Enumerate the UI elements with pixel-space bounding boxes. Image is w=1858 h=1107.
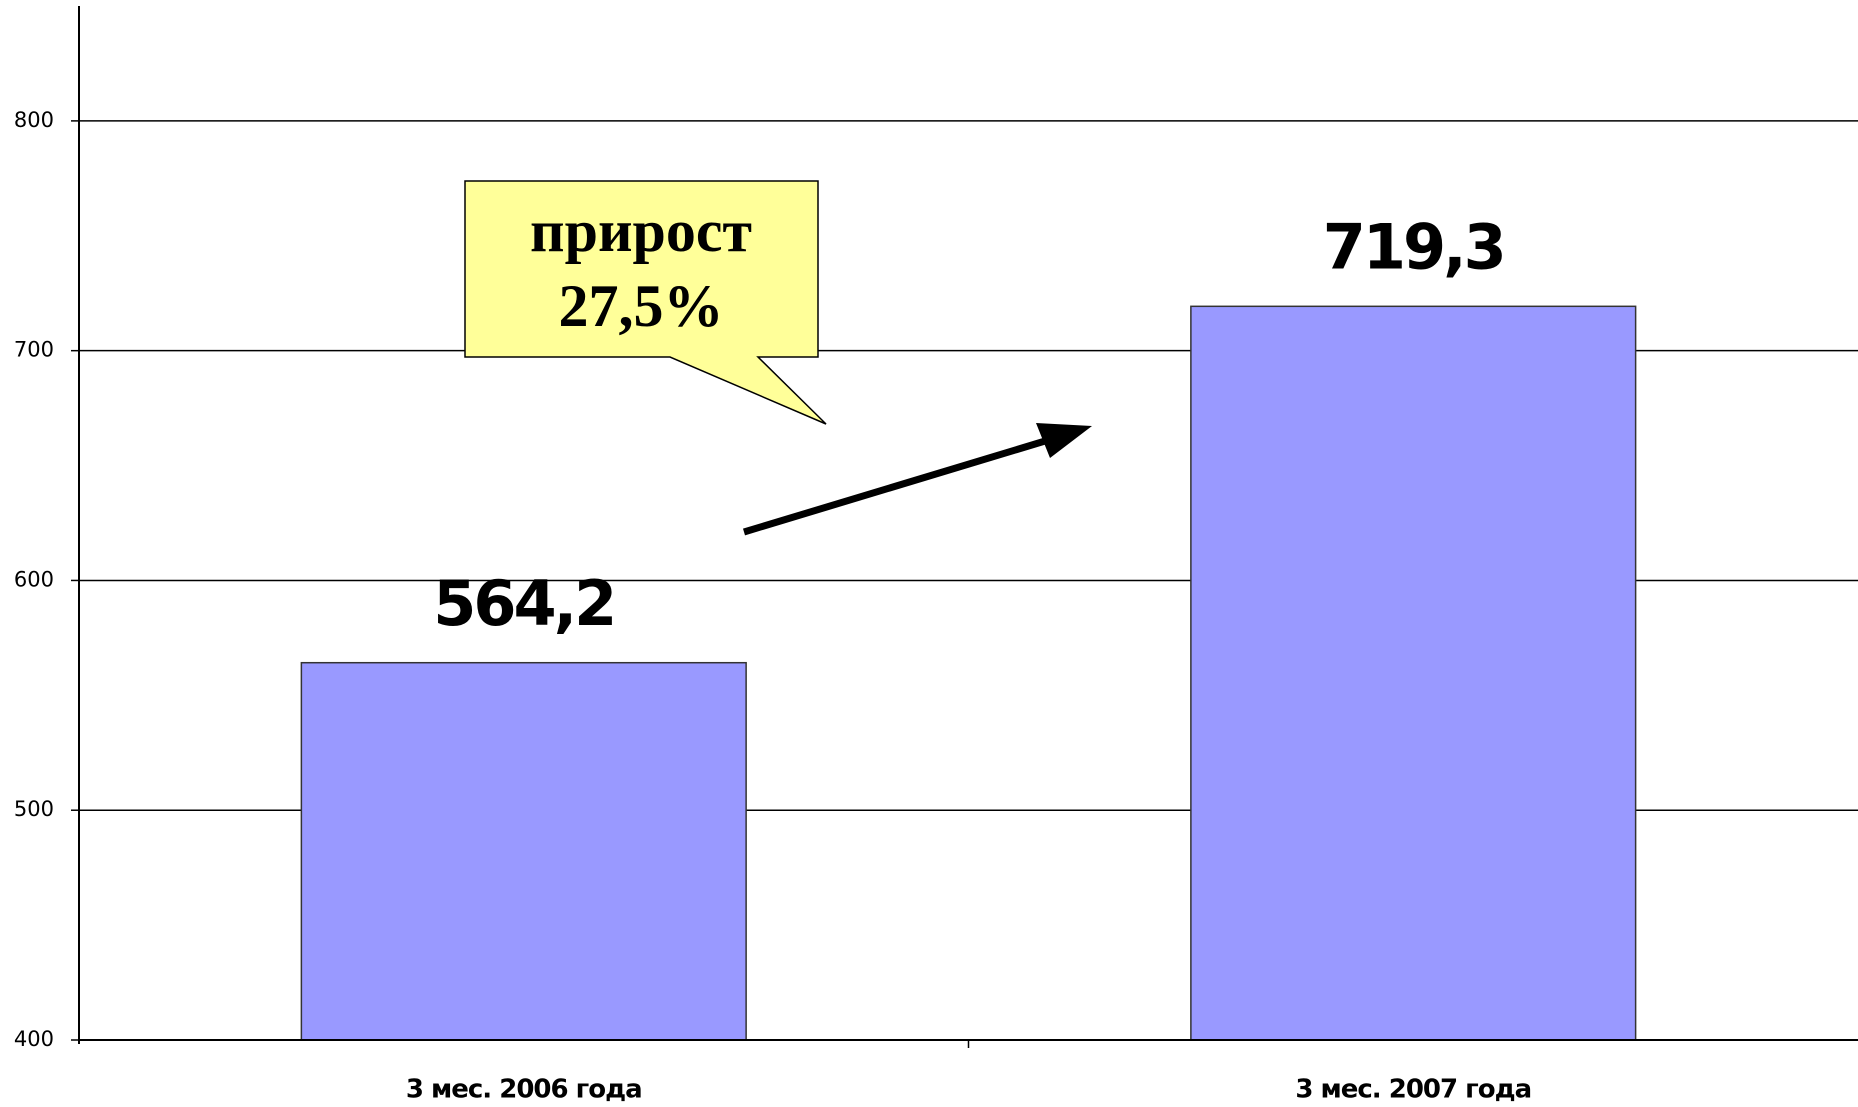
value-label: 719,3 (1323, 210, 1504, 283)
x-tick-label: 3 мес. 2007 года (1295, 1075, 1531, 1105)
callout-text: 27,5% (559, 273, 724, 339)
value-label: 564,2 (433, 567, 614, 640)
y-tick-label: 600 (14, 567, 54, 591)
arrow-head (1036, 423, 1092, 458)
y-tick-label: 400 (14, 1027, 54, 1051)
y-tick-label: 800 (14, 108, 54, 132)
bar (1190, 305, 1637, 1041)
y-tick-label: 700 (14, 338, 54, 362)
callout-box (464, 180, 827, 425)
y-tick-label: 500 (14, 797, 54, 821)
callout-text: прирост (530, 198, 752, 264)
bar (300, 661, 747, 1041)
x-tick-label: 3 мес. 2006 года (406, 1075, 642, 1105)
arrow-shaft (742, 434, 1057, 536)
